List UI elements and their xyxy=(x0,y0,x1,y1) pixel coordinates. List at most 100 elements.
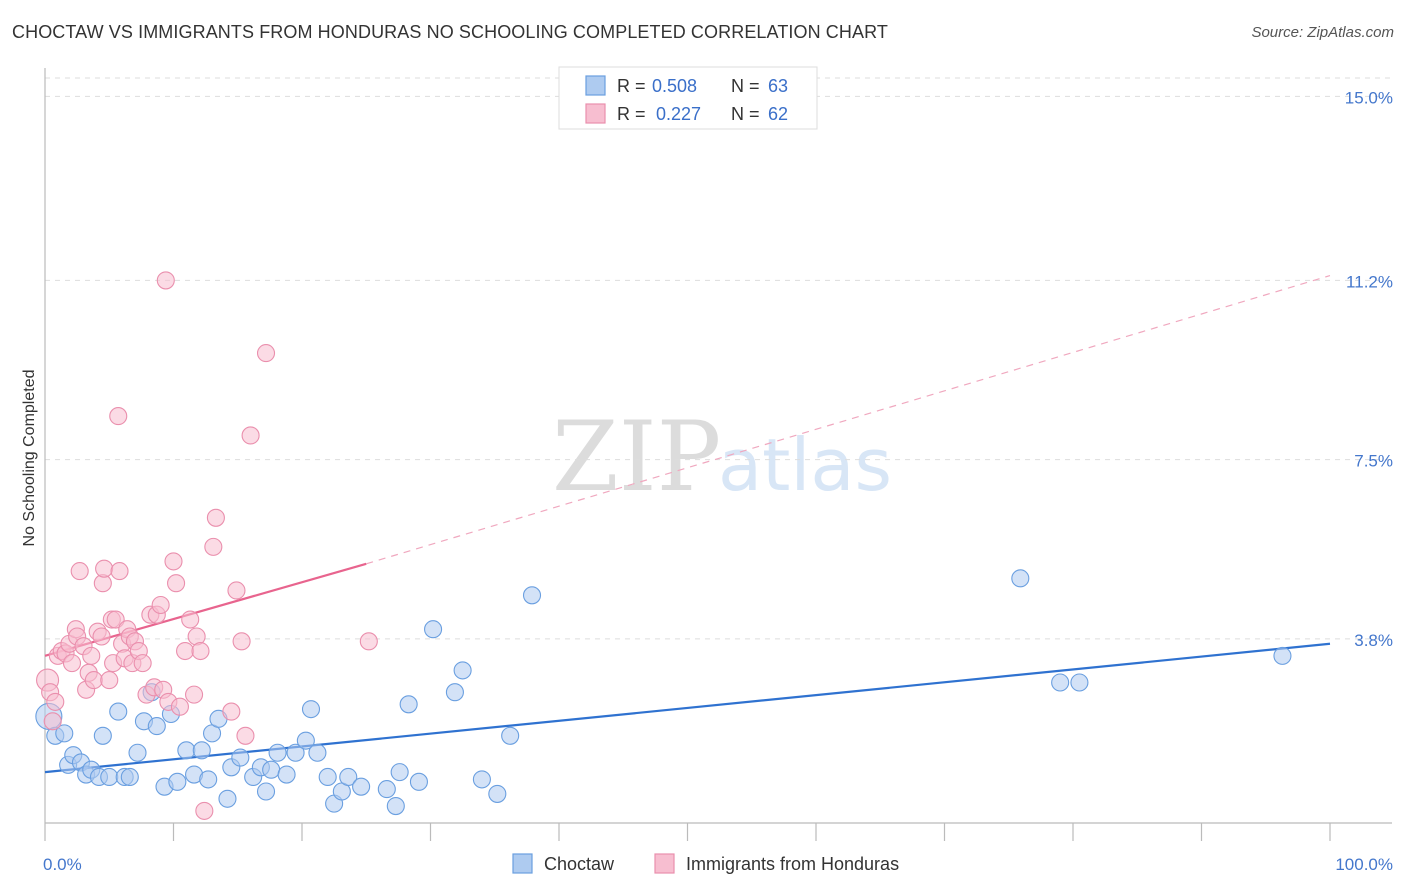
choctaw-point xyxy=(1011,569,1030,588)
honduras-point xyxy=(82,646,101,665)
honduras-point xyxy=(241,426,260,445)
choctaw-point xyxy=(501,726,520,745)
choctaw-point xyxy=(199,770,218,789)
y-tick-label: 11.2% xyxy=(1346,272,1393,291)
bottom-legend-label-choctaw: Choctaw xyxy=(544,854,615,874)
bottom-legend-swatch-blue xyxy=(512,853,533,874)
honduras-point xyxy=(151,595,170,615)
legend-n-label-2: N = xyxy=(731,104,760,124)
honduras-trend-extension xyxy=(366,275,1331,565)
choctaw-point xyxy=(218,789,237,808)
choctaw-trend-line xyxy=(44,642,1331,774)
choctaw-point xyxy=(256,782,276,801)
honduras-point xyxy=(170,697,189,716)
honduras-point xyxy=(84,671,103,690)
honduras-point xyxy=(185,685,204,704)
honduras-point xyxy=(256,344,276,363)
legend-n-value-1: 63 xyxy=(768,76,788,96)
honduras-point xyxy=(46,692,65,711)
choctaw-point xyxy=(522,586,542,605)
honduras-point xyxy=(43,712,62,731)
watermark-zip: ZIP xyxy=(552,401,721,513)
choctaw-point xyxy=(424,620,443,639)
grid-layer xyxy=(45,77,1392,640)
choctaw-point xyxy=(488,784,507,803)
honduras-point xyxy=(100,671,119,690)
choctaw-point xyxy=(100,767,119,787)
legend-r-value-1: 0.508 xyxy=(652,76,697,96)
choctaw-point xyxy=(168,772,187,791)
choctaw-point xyxy=(296,731,315,750)
legend-r-label-2: R = xyxy=(617,104,646,124)
choctaw-point xyxy=(192,741,211,760)
choctaw-point xyxy=(399,695,418,714)
honduras-point xyxy=(206,508,225,527)
choctaw-point xyxy=(390,763,409,782)
honduras-point xyxy=(92,627,111,646)
x-tick-label: 100.0% xyxy=(1335,855,1393,874)
choctaw-point xyxy=(445,683,464,702)
choctaw-point xyxy=(109,702,128,721)
honduras-point xyxy=(204,537,223,556)
y-tick-label: 15.0% xyxy=(1345,88,1393,107)
honduras-point xyxy=(62,654,82,673)
honduras-point xyxy=(95,559,114,578)
choctaw-point xyxy=(277,765,296,784)
chart-title: CHOCTAW VS IMMIGRANTS FROM HONDURAS NO S… xyxy=(12,22,888,42)
honduras-point xyxy=(164,552,183,571)
choctaw-point xyxy=(231,748,250,767)
legend-n-value-2: 62 xyxy=(768,104,788,124)
choctaw-point xyxy=(352,777,371,796)
legend-swatch-blue xyxy=(585,75,606,96)
honduras-point xyxy=(181,610,200,629)
bottom-legend: Choctaw Immigrants from Honduras xyxy=(512,853,899,874)
honduras-point xyxy=(176,641,195,661)
choctaw-point xyxy=(1070,673,1089,692)
honduras-point xyxy=(133,654,152,673)
honduras-point xyxy=(232,632,251,651)
honduras-point xyxy=(191,641,210,661)
choctaw-point xyxy=(55,724,74,743)
choctaw-point xyxy=(120,767,139,787)
legend-r-value-2: 0.227 xyxy=(656,104,701,124)
honduras-point xyxy=(106,610,125,629)
choctaw-point xyxy=(177,741,196,760)
y-axis-title: No Schooling Completed xyxy=(21,370,38,547)
honduras-point xyxy=(222,702,241,721)
choctaw-point xyxy=(262,760,281,779)
choctaw-point xyxy=(286,743,305,762)
honduras-point xyxy=(195,801,214,820)
source-label: Source: ZipAtlas.com xyxy=(1251,24,1394,41)
honduras-point xyxy=(359,632,378,651)
honduras-point xyxy=(70,562,89,581)
choctaw-point xyxy=(128,743,147,762)
choctaw-point xyxy=(409,772,428,791)
trend-layer xyxy=(44,275,1331,774)
choctaw-point xyxy=(147,717,166,736)
honduras-trend-line xyxy=(44,562,367,657)
honduras-point xyxy=(167,574,186,593)
top-legend: R = 0.508 N = 63 R = 0.227 N = 62 xyxy=(558,66,818,130)
honduras-point xyxy=(236,726,255,745)
watermark-atlas: atlas xyxy=(718,423,892,507)
choctaw-point xyxy=(1051,673,1070,692)
choctaw-point xyxy=(1273,646,1292,665)
choctaw-point xyxy=(386,796,405,816)
choctaw-point xyxy=(472,770,491,789)
choctaw-point xyxy=(93,726,112,745)
bottom-legend-label-honduras: Immigrants from Honduras xyxy=(686,854,899,874)
choctaw-point xyxy=(339,767,358,787)
legend-swatch-pink xyxy=(585,103,606,124)
legend-n-label-1: N = xyxy=(731,76,760,96)
honduras-point xyxy=(109,407,128,426)
choctaw-point xyxy=(268,743,287,762)
choctaw-point xyxy=(453,661,472,680)
honduras-point xyxy=(110,562,129,581)
tick-label-layer: 3.8% 7.5% 11.2% 15.0% 0.0% 100.0% xyxy=(43,88,1393,874)
bottom-legend-swatch-pink xyxy=(654,853,675,874)
y-tick-label: 7.5% xyxy=(1354,452,1393,471)
honduras-point xyxy=(227,581,246,600)
choctaw-point xyxy=(318,767,337,787)
choctaw-point xyxy=(308,743,327,762)
